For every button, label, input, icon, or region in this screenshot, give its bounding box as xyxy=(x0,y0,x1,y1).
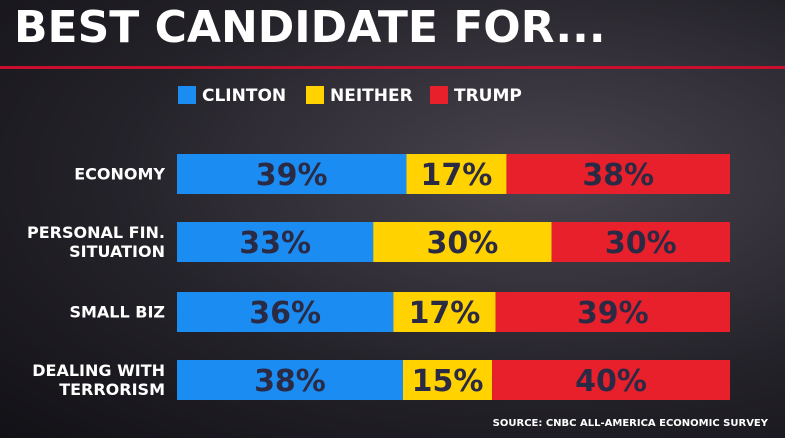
bar-segment xyxy=(177,154,407,194)
bar-segment xyxy=(373,222,552,262)
bar-segment xyxy=(506,154,730,194)
value-label: 30% xyxy=(427,226,499,261)
bar-segment xyxy=(177,292,394,332)
value-label: 17% xyxy=(409,296,481,331)
value-label: 38% xyxy=(582,158,654,193)
value-label: 15% xyxy=(412,364,484,399)
category-label: SMALL BIZ xyxy=(69,302,165,322)
source: SOURCE: CNBC ALL-AMERICA ECONOMIC SURVEY xyxy=(493,418,769,429)
title-rule xyxy=(0,66,785,69)
value-label: 17% xyxy=(421,158,493,193)
bar-segment xyxy=(551,222,730,262)
value-label: 30% xyxy=(605,226,677,261)
bar-segment xyxy=(495,292,730,332)
legend-label: NEITHER xyxy=(330,86,413,106)
chart-title: BEST CANDIDATE FOR... xyxy=(14,2,606,53)
value-label: 39% xyxy=(577,296,649,331)
category-label: PERSONAL FIN. SITUATION xyxy=(27,223,165,261)
bar-segment xyxy=(402,360,493,400)
bar-segment xyxy=(177,360,403,400)
legend-swatch xyxy=(430,86,448,104)
bar-segment xyxy=(177,222,374,262)
legend-label: TRUMP xyxy=(454,86,522,106)
legend-swatch xyxy=(178,86,196,104)
category-label: ECONOMY xyxy=(74,164,165,184)
value-label: 38% xyxy=(254,364,326,399)
bar-segment xyxy=(393,292,496,332)
legend-label: CLINTON xyxy=(202,86,286,106)
bar-segment xyxy=(492,360,730,400)
bar-segment xyxy=(406,154,507,194)
category-label: DEALING WITH TERRORISM xyxy=(32,361,165,399)
value-label: 40% xyxy=(575,364,647,399)
legend-swatch xyxy=(306,86,324,104)
value-label: 36% xyxy=(249,296,321,331)
value-label: 39% xyxy=(256,158,328,193)
value-label: 33% xyxy=(239,226,311,261)
